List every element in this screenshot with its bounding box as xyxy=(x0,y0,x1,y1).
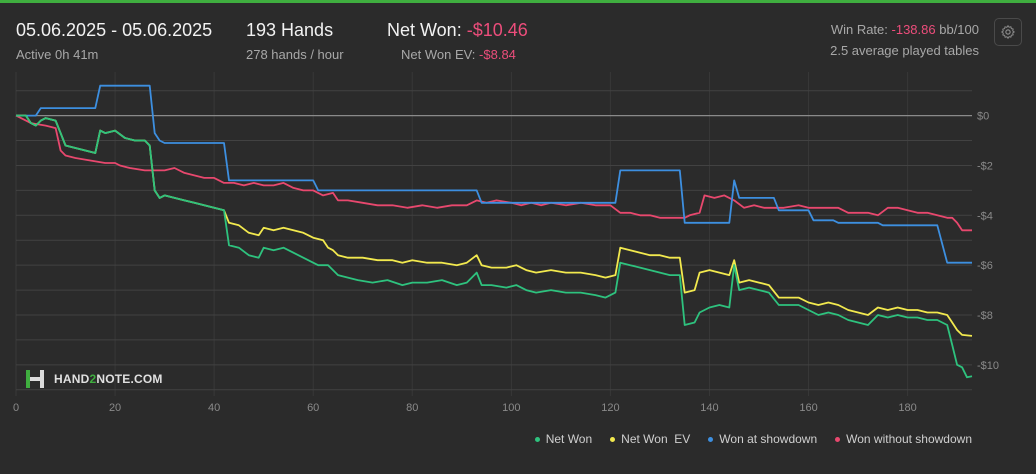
x-tick-label: 60 xyxy=(307,402,319,414)
hands-count: 193 Hands xyxy=(246,20,334,40)
legend-item[interactable]: Won without showdown xyxy=(835,432,972,446)
series-line-net-won xyxy=(16,114,973,379)
series-line-won-without-showdown xyxy=(15,114,972,232)
legend-item[interactable]: Net Won EV xyxy=(610,432,690,446)
date-summary: 05.06.2025 - 05.06.2025 Active 0h 41m xyxy=(16,20,212,62)
logo-text-prefix: HAND xyxy=(54,372,90,386)
win-rate-value: -138.86 xyxy=(891,22,936,37)
hand2note-logo: HAND2NOTE.COM xyxy=(24,368,163,390)
settings-button[interactable] xyxy=(994,18,1022,46)
legend-dot-icon xyxy=(610,436,616,442)
tables-info: 2.5 average played tables xyxy=(830,43,979,58)
x-tick-label: 100 xyxy=(502,402,520,414)
hands-per-hour: 278 hands / hour xyxy=(246,47,344,62)
legend-label: Net Won EV xyxy=(621,432,691,446)
logo-text: HAND2NOTE.COM xyxy=(54,372,163,386)
legend-label: Net Won xyxy=(545,432,593,446)
net-won-value: -$10.46 xyxy=(466,20,528,40)
x-tick-label: 80 xyxy=(406,402,418,414)
gear-icon xyxy=(1001,25,1015,39)
legend-item[interactable]: Net Won xyxy=(534,432,593,446)
net-won-summary: Net Won: -$10.46 Net Won EV: -$8.84 xyxy=(387,20,528,62)
date-range: 05.06.2025 - 05.06.2025 xyxy=(16,20,213,40)
logo-text-suffix: NOTE.COM xyxy=(96,372,163,386)
logo-mark-icon xyxy=(26,370,44,388)
win-rate-unit: bb/100 xyxy=(939,22,979,37)
net-won-ev-line: Net Won EV: -$8.84 xyxy=(387,47,528,62)
grid xyxy=(15,72,972,396)
active-time: Active 0h 41m xyxy=(16,47,99,62)
y-tick-label: -$6 xyxy=(977,260,993,272)
legend-dot-icon xyxy=(708,436,714,442)
top-accent-bar xyxy=(0,0,1036,3)
y-tick-label: -$8 xyxy=(977,310,993,322)
win-rate-summary: Win Rate: -138.86 bb/100 2.5 average pla… xyxy=(830,22,979,58)
win-rate-label: Win Rate: xyxy=(830,22,888,37)
legend-dot-icon xyxy=(534,436,540,442)
series-lines xyxy=(15,84,973,379)
legend-label: Won without showdown xyxy=(846,432,972,446)
win-rate-line: Win Rate: -138.86 bb/100 xyxy=(830,22,979,37)
x-tick-label: 20 xyxy=(109,402,121,414)
logo-text-accent: 2 xyxy=(89,372,97,386)
x-tick-label: 120 xyxy=(601,402,619,414)
axis-ticks: 0 20 40 60 80 100 120 140 160 180 $0 -$2 -$4 -$6 -$8 -$… xyxy=(13,111,999,414)
y-tick-label: -$2 xyxy=(977,160,993,172)
net-won-line: Net Won: -$10.46 xyxy=(387,20,528,41)
legend-item[interactable]: Won at showdown xyxy=(708,432,817,446)
x-tick-label: 180 xyxy=(898,402,916,414)
legend-label: Won at showdown xyxy=(719,432,818,446)
x-tick-label: 40 xyxy=(208,402,220,414)
net-won-ev-label: Net Won EV: xyxy=(401,47,476,62)
y-tick-label: $0 xyxy=(977,111,989,123)
x-tick-label: 160 xyxy=(799,402,817,414)
series-line-net-won-ev xyxy=(16,114,973,337)
hands-summary: 193 Hands 278 hands / hour xyxy=(246,20,344,62)
chart-legend: Net Won Net Won EV Won at showdown Won with… xyxy=(534,432,972,446)
series-line-won-at-showdown xyxy=(16,84,972,264)
x-tick-label: 140 xyxy=(700,402,718,414)
y-tick-label: -$10 xyxy=(977,360,999,372)
net-won-ev-value: -$8.84 xyxy=(479,47,516,62)
legend-dot-icon xyxy=(835,436,841,442)
net-won-label: Net Won: xyxy=(387,20,462,40)
x-tick-label: 0 xyxy=(13,402,19,414)
y-tick-label: -$4 xyxy=(977,210,993,222)
